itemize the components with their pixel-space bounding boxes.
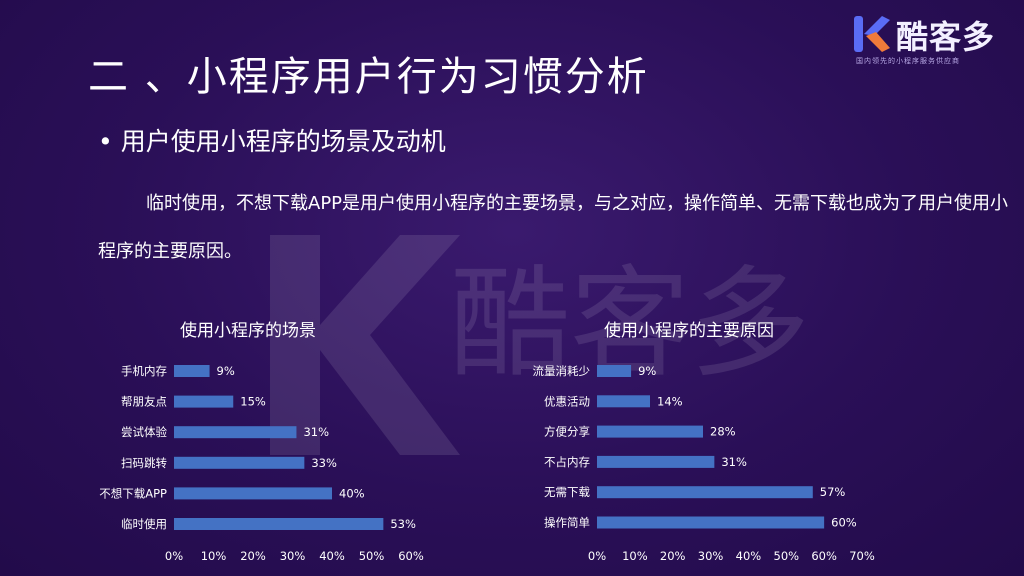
brand-logo: 酷客多 国内领先的小程序服务供应商 xyxy=(852,12,1012,72)
reason-bar-0 xyxy=(597,365,632,377)
scenario-value-label-1: 15% xyxy=(240,395,266,409)
section-heading: • 用户使用小程序的场景及动机 xyxy=(98,122,446,158)
reason-category-label-3: 不占内存 xyxy=(544,455,590,469)
k-logo-icon xyxy=(854,16,890,52)
reason-value-label-3: 31% xyxy=(721,455,747,469)
brand-tagline: 国内领先的小程序服务供应商 xyxy=(856,57,960,65)
reason-category-label-4: 无需下载 xyxy=(544,485,590,499)
scenario-value-label-5: 53% xyxy=(390,517,416,531)
reason-x-tick-7: 70% xyxy=(849,549,875,563)
scenario-category-label-3: 扫码跳转 xyxy=(121,456,167,470)
bullet-dot: • xyxy=(98,127,113,156)
reason-value-label-2: 28% xyxy=(710,425,736,439)
reason-x-tick-4: 40% xyxy=(736,549,762,563)
reason-x-tick-5: 50% xyxy=(774,549,800,563)
section-heading-text: 用户使用小程序的场景及动机 xyxy=(120,127,446,156)
scenario-x-tick-0: 0% xyxy=(165,549,183,563)
reason-bar-1 xyxy=(597,395,650,408)
scenario-category-label-0: 手机内存 xyxy=(121,364,167,378)
scenario-x-tick-6: 60% xyxy=(398,549,424,563)
scenario-value-label-2: 31% xyxy=(303,425,329,439)
scenario-x-tick-3: 30% xyxy=(280,549,306,563)
reason-category-label-5: 操作简单 xyxy=(544,516,590,530)
reason-category-label-0: 流量消耗少 xyxy=(533,364,591,378)
scenario-category-label-2: 尝试体验 xyxy=(121,425,167,439)
reason-category-label-1: 优惠活动 xyxy=(544,394,590,408)
page-title: 二 、小程序用户行为习惯分析 xyxy=(88,54,649,100)
reason-value-label-0: 9% xyxy=(638,364,656,378)
scenario-x-tick-4: 40% xyxy=(319,549,345,563)
scenario-x-tick-5: 50% xyxy=(359,549,385,563)
reason-x-tick-3: 30% xyxy=(698,549,724,563)
scenario-x-tick-1: 10% xyxy=(201,549,227,563)
reason-value-label-1: 14% xyxy=(657,394,683,408)
reason-x-tick-2: 20% xyxy=(660,549,686,563)
scenario-bar-2 xyxy=(174,426,297,439)
scenario-x-tick-2: 20% xyxy=(240,549,266,563)
reason-value-label-4: 57% xyxy=(820,485,846,499)
brand-name: 酷客多 xyxy=(896,18,996,56)
reason-bar-3 xyxy=(597,455,715,468)
reason-x-tick-0: 0% xyxy=(588,549,606,563)
scenario-bar-1 xyxy=(174,395,234,408)
scenario-value-label-4: 40% xyxy=(339,486,365,500)
chart-title-reasons: 使用小程序的主要原因 xyxy=(604,321,774,341)
scenario-value-label-0: 9% xyxy=(217,364,235,378)
reason-bar-5 xyxy=(597,516,825,529)
reason-category-label-2: 方便分享 xyxy=(544,425,590,439)
description-paragraph: 临时使用，不想下载APP是用户使用小程序的主要场景，与之对应，操作简单、无需下载… xyxy=(98,193,1009,262)
scenario-value-label-3: 33% xyxy=(311,456,337,470)
reason-bar-2 xyxy=(597,425,703,438)
reason-value-label-5: 60% xyxy=(831,516,857,530)
scenario-category-label-1: 帮朋友点 xyxy=(121,395,167,409)
scenario-category-label-4: 不想下载APP xyxy=(99,486,167,500)
scenario-bar-3 xyxy=(174,456,305,469)
scenario-bar-4 xyxy=(174,487,332,500)
reason-bar-4 xyxy=(597,486,813,499)
reason-x-tick-1: 10% xyxy=(622,549,648,563)
scenario-category-label-5: 临时使用 xyxy=(121,517,167,531)
reason-x-tick-6: 60% xyxy=(811,549,837,563)
scenario-bar-0 xyxy=(174,365,210,377)
chart-title-scenarios: 使用小程序的场景 xyxy=(180,321,316,341)
scenario-bar-5 xyxy=(174,518,384,530)
